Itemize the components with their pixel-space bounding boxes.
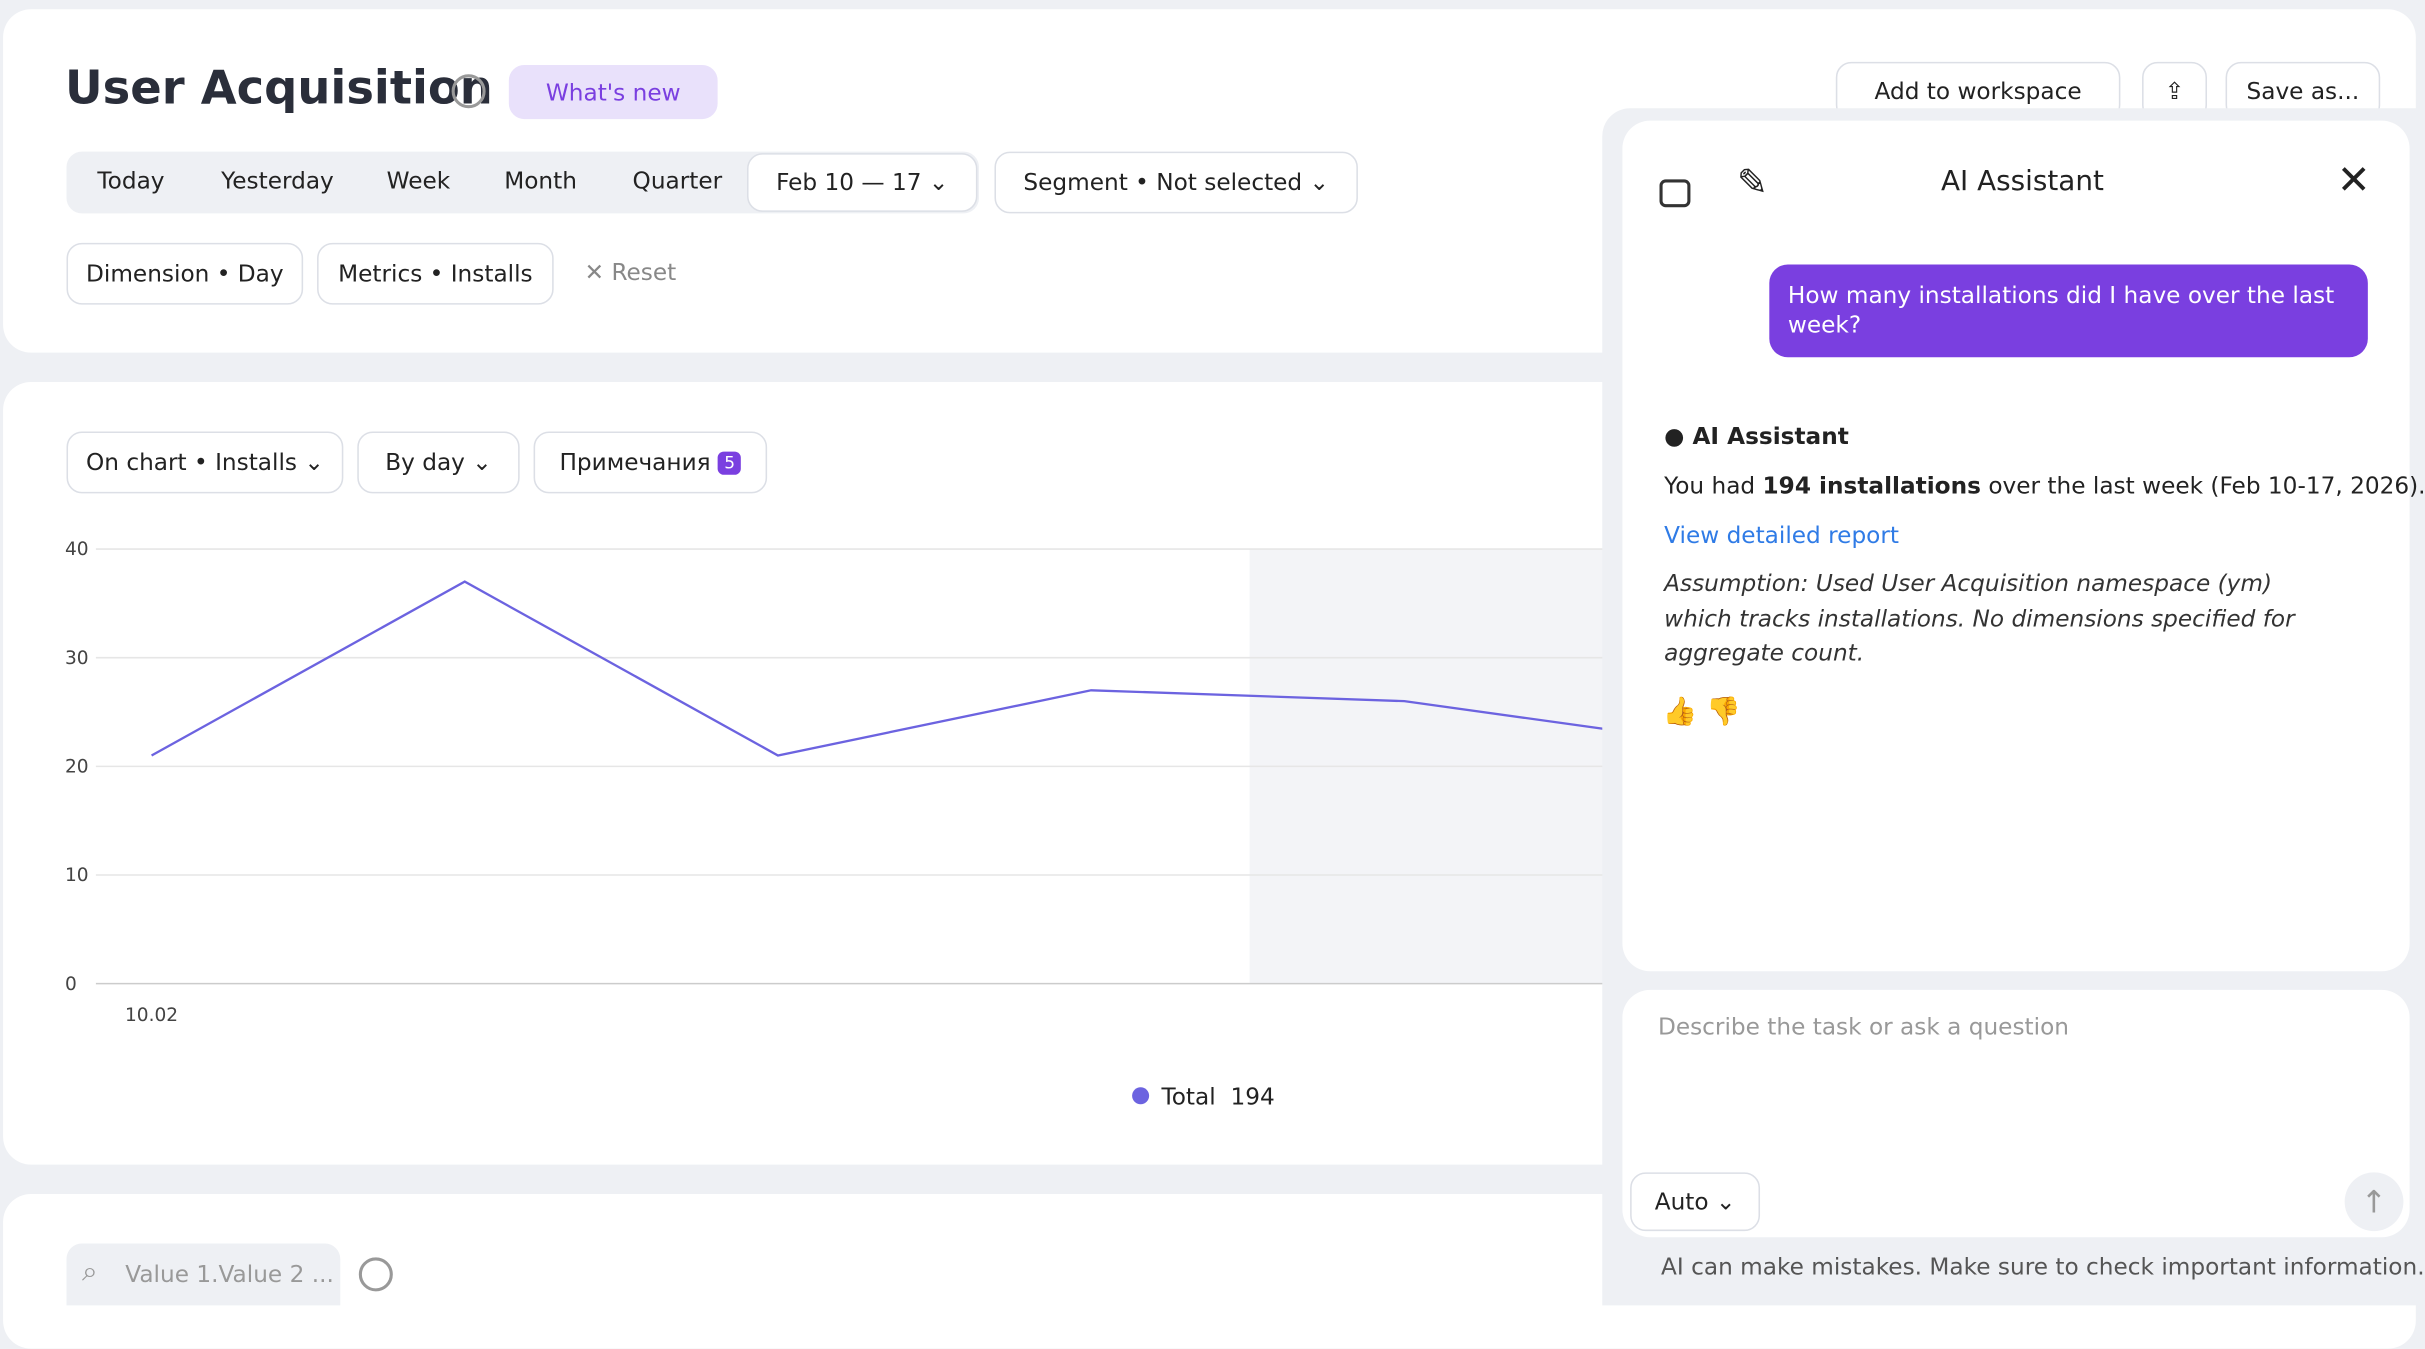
- legend-label: Total: [1161, 1082, 1216, 1111]
- answer: You had 194 installations over the last …: [1664, 472, 2425, 500]
- on-chart[interactable]: On chart • Installs ⌄: [66, 431, 344, 494]
- save-label: Save as...: [2246, 77, 2360, 106]
- y-tick-label: 30: [65, 648, 89, 669]
- reset-label: Reset: [611, 258, 677, 287]
- chat-card: ✎ AI Assistant ✕ How many installations …: [1622, 120, 2425, 972]
- assistant-title: AI Assistant: [1940, 165, 2104, 198]
- by-day[interactable]: By day ⌄: [357, 431, 520, 494]
- disclaimer: AI can make mistakes. Make sure to check…: [1661, 1252, 2425, 1281]
- legend-swatch: [1132, 1087, 1150, 1105]
- feedback[interactable]: 👍 👎: [1662, 695, 1741, 729]
- filter-label: Metrics • Installs: [338, 259, 533, 288]
- page-title: User Acquisition: [64, 61, 493, 116]
- answer-text: You had: [1664, 471, 1763, 500]
- user-message: How many installations did I have over t…: [1769, 264, 2368, 358]
- date-label: Feb 10 — 17: [776, 168, 922, 197]
- y-tick-label: 40: [65, 539, 89, 560]
- period[interactable]: Yesterday: [221, 167, 334, 195]
- whats-new-label: What's new: [545, 78, 681, 106]
- answer-text: over the last week (Feb 10-17, 2026).: [1980, 471, 2425, 500]
- send[interactable]: ↑: [2344, 1172, 2404, 1232]
- info-icon[interactable]: [451, 74, 486, 109]
- assumption: Assumption: Used User Acquisition namesp…: [1664, 569, 2295, 667]
- legend-total: 194: [1230, 1082, 1275, 1111]
- y-tick-label: 10: [65, 865, 89, 886]
- by-label: By day: [385, 448, 465, 477]
- y-tick-label: 0: [65, 974, 77, 995]
- filter[interactable]: Dimension • Day: [66, 242, 304, 305]
- add-label: Add to workspace: [1874, 77, 2082, 106]
- period[interactable]: Month: [504, 167, 577, 195]
- period[interactable]: Week: [386, 167, 451, 195]
- filter-label: Dimension • Day: [86, 259, 284, 288]
- answer-bold: 194 installations: [1762, 471, 1981, 500]
- period[interactable]: Quarter: [632, 167, 723, 195]
- history-icon[interactable]: [1659, 179, 1691, 208]
- mode-select[interactable]: Auto ⌄: [1630, 1172, 1761, 1232]
- search[interactable]: Value 1.Value 2 ... ⌕: [66, 1243, 341, 1306]
- y-tick-label: 20: [65, 757, 89, 778]
- segment-label: Segment • Not selected: [1023, 168, 1303, 197]
- filter[interactable]: Metrics • Installs: [317, 242, 554, 305]
- period[interactable]: Today: [97, 167, 165, 195]
- notes-count: 5: [718, 450, 742, 475]
- mode-label: Auto: [1654, 1187, 1709, 1216]
- bot-label: AI Assistant: [1692, 422, 1849, 451]
- x-tick-label: 10.02: [125, 1005, 178, 1026]
- search-placeholder: Value 1.Value 2 ...: [125, 1260, 334, 1289]
- input-placeholder: Describe the task or ask a question: [1657, 1013, 2069, 1041]
- help-icon[interactable]: [358, 1257, 393, 1292]
- assistant-panel: ✎ AI Assistant ✕ How many installations …: [1602, 108, 2425, 1306]
- close[interactable]: ✕: [2336, 157, 2371, 205]
- input-card[interactable]: Describe the task or ask a question Auto…: [1622, 989, 2410, 1238]
- notes-label: Примечания: [559, 448, 711, 477]
- page: User Acquisition What's new Add to works…: [3, 9, 2425, 1349]
- bot-name: ● AI Assistant: [1664, 422, 1849, 451]
- segment[interactable]: Segment • Not selected ⌄: [994, 151, 1358, 214]
- line: [151, 580, 1718, 757]
- notes[interactable]: Примечания 5: [533, 431, 768, 494]
- reset[interactable]: ✕ Reset: [584, 258, 677, 287]
- date-range[interactable]: Feb 10 — 17 ⌄: [747, 153, 978, 212]
- report-link[interactable]: View detailed report: [1664, 521, 1900, 550]
- legend: Total 194: [1132, 1082, 1275, 1111]
- edit-icon[interactable]: ✎: [1736, 160, 1768, 205]
- on-chart-label: On chart • Installs: [86, 448, 298, 477]
- whats-new[interactable]: What's new: [508, 64, 718, 120]
